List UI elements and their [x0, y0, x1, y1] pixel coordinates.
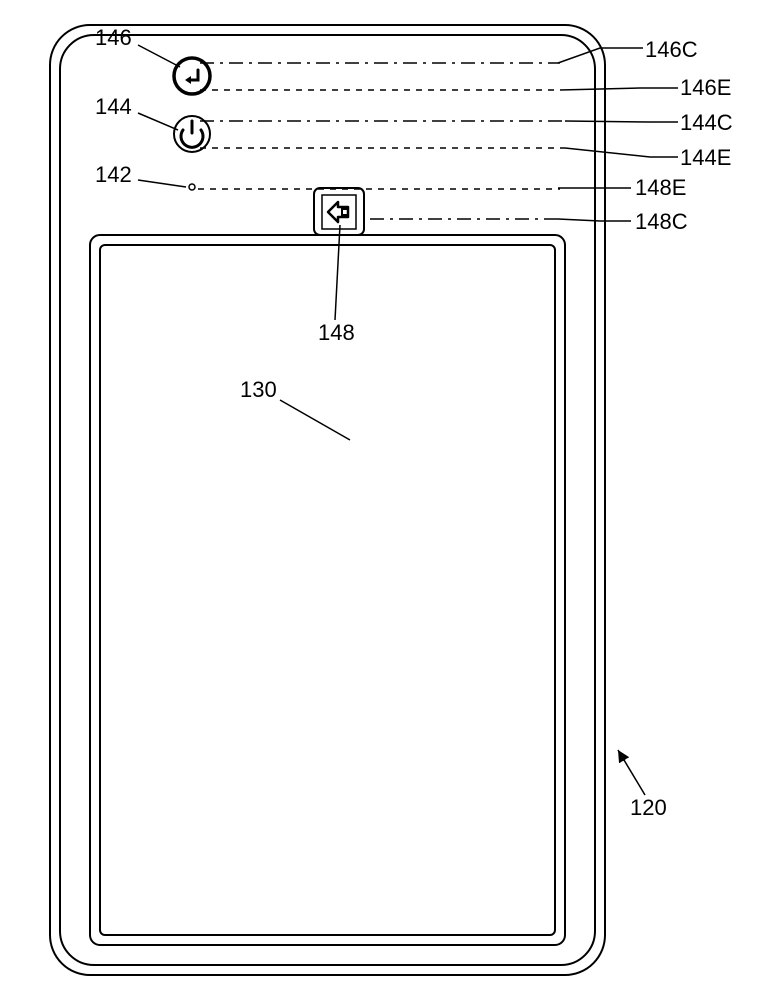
label-l146E: 146E — [680, 75, 731, 100]
screen-outline-inner — [100, 245, 555, 935]
label-l148-lead — [335, 225, 340, 320]
label-l144-lead — [138, 113, 178, 130]
label-l144: 144 — [95, 94, 132, 119]
lead-to144C — [565, 121, 678, 122]
label-l148E: 148E — [635, 175, 686, 200]
label-l130-lead — [280, 400, 350, 440]
label-l120-lead — [618, 750, 645, 795]
device-outline-inner — [60, 35, 595, 965]
label-l142: 142 — [95, 162, 132, 187]
label-l148C: 148C — [635, 209, 688, 234]
device-outline-outer — [50, 25, 605, 975]
label-l144E: 144E — [680, 145, 731, 170]
lead-to146C — [558, 48, 643, 63]
indicator-dot — [189, 184, 195, 190]
label-l144C: 144C — [680, 110, 733, 135]
label-l146: 146 — [95, 25, 132, 50]
lead-to146E — [560, 88, 678, 90]
label-l130: 130 — [240, 377, 277, 402]
lead-to144E — [565, 148, 678, 157]
label-l142-lead — [138, 180, 186, 187]
label-l120: 120 — [630, 795, 667, 820]
label-l146C: 146C — [645, 37, 698, 62]
label-l148: 148 — [318, 320, 355, 345]
enter-icon-arrowhead — [185, 76, 191, 84]
label-l146-lead — [138, 45, 180, 67]
